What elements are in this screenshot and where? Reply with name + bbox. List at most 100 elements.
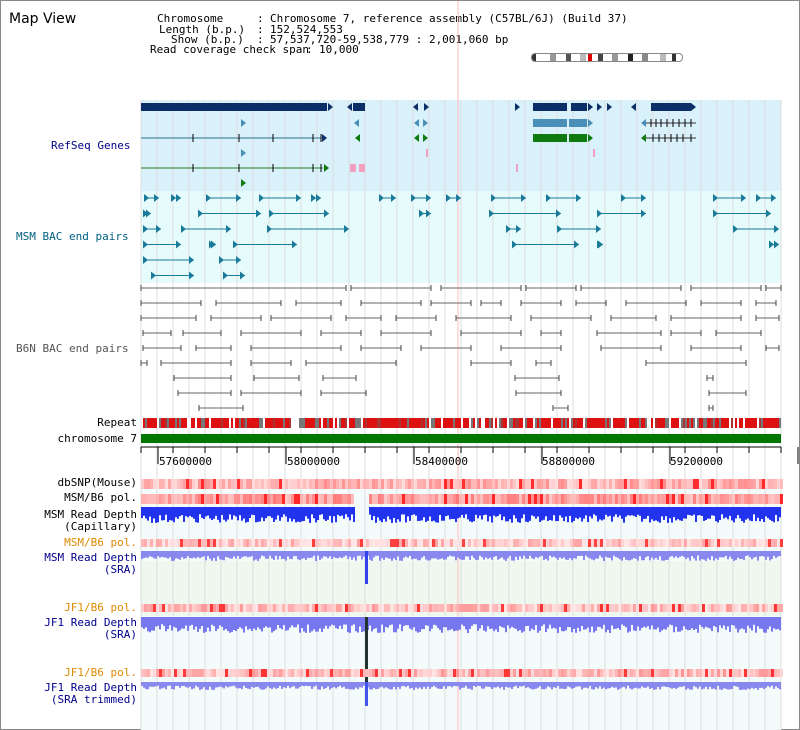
- polymorphism-cell: [234, 604, 237, 612]
- polymorphism-cell: [381, 669, 384, 677]
- polymorphism-cell: [366, 669, 369, 677]
- msm-b6-pol-label-2[interactable]: MSM/B6 pol.: [64, 536, 137, 549]
- polymorphism-cell: [642, 669, 645, 677]
- read-depth-bar: [557, 507, 559, 522]
- dbsnp-label[interactable]: dbSNP(Mouse): [57, 476, 137, 489]
- read-depth-bar: [285, 617, 287, 631]
- repeat-block: [579, 418, 581, 428]
- read-depth-bar: [769, 551, 771, 561]
- read-depth-bar: [551, 682, 553, 690]
- read-depth-bar: [231, 682, 233, 687]
- polymorphism-cell: [630, 669, 633, 677]
- polymorphism-cell: [525, 494, 528, 504]
- read-depth-bar: [621, 507, 623, 519]
- read-depth-bar: [611, 551, 613, 561]
- polymorphism-cell: [591, 494, 594, 504]
- read-depth-bar: [601, 507, 603, 521]
- polymorphism-cell: [450, 479, 453, 489]
- read-depth-bar: [205, 507, 207, 517]
- b6n-bac-end-pairs-label[interactable]: B6N BAC end pairs: [16, 342, 129, 355]
- read-depth-bar: [719, 551, 721, 558]
- polymorphism-cell: [237, 669, 240, 677]
- polymorphism-cell: [453, 539, 456, 547]
- read-depth-bar: [457, 617, 459, 631]
- read-depth-bar: [481, 617, 483, 626]
- repeat-block: [539, 418, 541, 428]
- chromosome-ideogram[interactable]: [531, 53, 683, 62]
- refseq-genes-label[interactable]: RefSeq Genes: [51, 139, 131, 152]
- read-depth-bar: [141, 617, 143, 628]
- polymorphism-cell: [456, 539, 459, 547]
- msm-bac-end-pairs-label[interactable]: MSM BAC end pairs: [16, 230, 129, 243]
- show-value: 57,537,720-59,538,779 : 2,001,060 bp: [270, 33, 509, 46]
- read-depth-bar: [161, 507, 163, 521]
- read-depth-bar: [249, 617, 251, 629]
- repeat-block: [217, 418, 219, 428]
- read-depth-bar: [449, 682, 451, 687]
- polymorphism-cell: [309, 669, 312, 677]
- repeat-block: [553, 418, 555, 428]
- read-depth-bar: [517, 617, 519, 632]
- read-depth-bar: [145, 682, 147, 690]
- read-depth-bar: [353, 507, 355, 522]
- repeat-block: [225, 418, 227, 428]
- read-depth-bar: [419, 507, 421, 521]
- read-depth-bar: [281, 507, 283, 518]
- polymorphism-cell: [510, 669, 513, 677]
- read-depth-bar: [303, 617, 305, 632]
- read-depth-bar: [393, 551, 395, 559]
- polymorphism-cell: [453, 494, 456, 504]
- read-depth-bar: [459, 617, 461, 630]
- msm-read-depth-capillary-label[interactable]: MSM Read Depth: [44, 508, 137, 521]
- msm-read-depth-sra-label[interactable]: MSM Read Depth: [44, 551, 137, 564]
- polymorphism-cell: [678, 494, 681, 504]
- polymorphism-cell: [225, 669, 228, 677]
- read-depth-bar: [267, 682, 269, 687]
- polymorphism-cell: [699, 494, 702, 504]
- polymorphism-cell: [570, 494, 573, 504]
- read-depth-bar: [359, 682, 361, 688]
- read-depth-bar: [181, 682, 183, 687]
- jf1-b6-pol-label-2[interactable]: JF1/B6 pol.: [64, 666, 137, 679]
- read-depth-bar: [551, 507, 553, 521]
- polymorphism-cell: [183, 539, 186, 547]
- polymorphism-cell: [177, 539, 180, 547]
- read-depth-bar: [713, 617, 715, 626]
- polymorphism-cell: [699, 669, 702, 677]
- polymorphism-cell: [348, 494, 351, 504]
- polymorphism-cell: [711, 479, 714, 489]
- read-depth-bar: [213, 617, 215, 627]
- read-depth-bar: [303, 682, 305, 687]
- jf1-read-depth-trimmed-label[interactable]: JF1 Read Depth: [44, 681, 137, 694]
- repeat-block: [769, 418, 771, 428]
- read-depth-bar: [311, 507, 313, 515]
- polymorphism-cell: [219, 604, 222, 612]
- polymorphism-cell: [774, 669, 777, 677]
- read-depth-bar: [177, 682, 179, 686]
- read-depth-bar: [357, 617, 359, 633]
- polymorphism-cell: [378, 669, 381, 677]
- polymorphism-cell: [291, 604, 294, 612]
- read-depth-bar: [619, 551, 621, 560]
- polymorphism-cell: [522, 494, 525, 504]
- repeat-block: [347, 418, 349, 428]
- polymorphism-cell: [687, 479, 690, 489]
- polymorphism-cell: [690, 494, 693, 504]
- msm-b6-pol-label[interactable]: MSM/B6 pol.: [64, 491, 137, 504]
- strand-arrow: [328, 103, 333, 111]
- polymorphism-cell: [483, 669, 486, 677]
- read-depth-bar: [685, 617, 687, 630]
- repeat-block: [501, 418, 503, 428]
- repeat-block: [185, 418, 187, 428]
- jf1-read-depth-sra-label[interactable]: JF1 Read Depth: [44, 616, 137, 629]
- read-depth-bar: [215, 507, 217, 516]
- polymorphism-cell: [603, 494, 606, 504]
- polymorphism-cell: [615, 494, 618, 504]
- jf1-b6-pol-label[interactable]: JF1/B6 pol.: [64, 601, 137, 614]
- polymorphism-cell: [204, 494, 207, 504]
- polymorphism-cell: [213, 539, 216, 547]
- read-depth-bar: [467, 551, 469, 557]
- polymorphism-cell: [180, 539, 183, 547]
- read-depth-bar: [287, 507, 289, 522]
